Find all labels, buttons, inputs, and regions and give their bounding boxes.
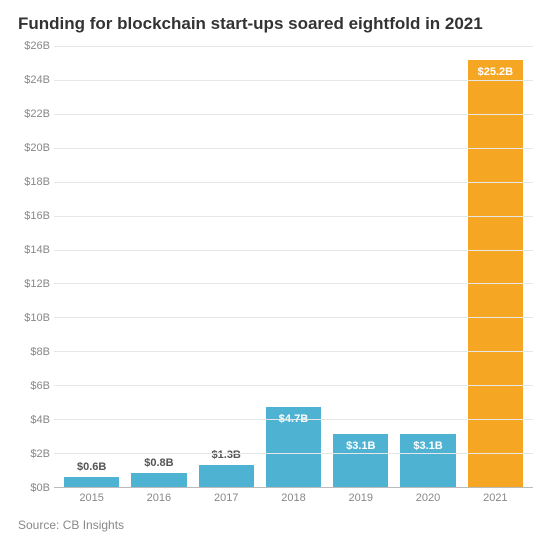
- bar-slot: $1.3B: [193, 46, 260, 487]
- y-axis: $0B$2B$4B$6B$8B$10B$12B$14B$16B$18B$20B$…: [18, 46, 54, 488]
- grid-line: [54, 453, 533, 454]
- grid-line: [54, 182, 533, 183]
- bar: $0.8B: [131, 473, 186, 487]
- x-tick-label: 2019: [327, 492, 394, 504]
- chart-title: Funding for blockchain start-ups soared …: [18, 14, 533, 34]
- bar: $1.3B: [199, 465, 254, 487]
- bar: $3.1B: [333, 434, 388, 487]
- grid-line: [54, 250, 533, 251]
- y-tick-label: $22B: [24, 108, 50, 120]
- bar-slot: $3.1B: [394, 46, 461, 487]
- grid-line: [54, 80, 533, 81]
- bar-value-label: $0.8B: [144, 457, 173, 469]
- y-tick-label: $20B: [24, 142, 50, 154]
- y-tick-label: $18B: [24, 176, 50, 188]
- grid-line: [54, 216, 533, 217]
- y-tick-label: $6B: [30, 380, 50, 392]
- grid-line: [54, 317, 533, 318]
- x-tick-label: 2017: [193, 492, 260, 504]
- bar: $25.2B: [468, 60, 523, 487]
- bar: $0.6B: [64, 477, 119, 487]
- y-tick-label: $12B: [24, 278, 50, 290]
- x-tick-label: 2020: [394, 492, 461, 504]
- grid-line: [54, 385, 533, 386]
- bar-value-label: $25.2B: [478, 66, 513, 78]
- x-axis: 2015201620172018201920202021: [18, 492, 533, 504]
- bar-slot: $3.1B: [327, 46, 394, 487]
- y-tick-label: $2B: [30, 448, 50, 460]
- x-tick-label: 2016: [125, 492, 192, 504]
- y-tick-label: $8B: [30, 346, 50, 358]
- bar-value-label: $0.6B: [77, 461, 106, 473]
- grid-line: [54, 283, 533, 284]
- bar-value-label: $3.1B: [413, 440, 442, 452]
- plot-area: $0.6B $0.8B $1.3B $4.7B $3.1B $3.1B $25.2B: [54, 46, 533, 488]
- bars-container: $0.6B $0.8B $1.3B $4.7B $3.1B $3.1B $25.2B: [54, 46, 533, 487]
- bar-slot: $25.2B: [462, 46, 529, 487]
- y-tick-label: $24B: [24, 74, 50, 86]
- y-tick-label: $16B: [24, 210, 50, 222]
- y-tick-label: $0B: [30, 482, 50, 494]
- grid-line: [54, 46, 533, 47]
- y-tick-label: $26B: [24, 40, 50, 52]
- bar-slot: $0.6B: [58, 46, 125, 487]
- x-tick-label: 2015: [58, 492, 125, 504]
- y-tick-label: $4B: [30, 414, 50, 426]
- grid-line: [54, 419, 533, 420]
- bar-value-label: $3.1B: [346, 440, 375, 452]
- y-tick-label: $14B: [24, 244, 50, 256]
- grid-line: [54, 114, 533, 115]
- source-text: Source: CB Insights: [18, 518, 533, 532]
- y-tick-label: $10B: [24, 312, 50, 324]
- x-tick-label: 2018: [260, 492, 327, 504]
- bar-slot: $4.7B: [260, 46, 327, 487]
- chart-area: $0B$2B$4B$6B$8B$10B$12B$14B$16B$18B$20B$…: [18, 46, 533, 488]
- bar-value-label: $1.3B: [212, 449, 241, 461]
- bar: $3.1B: [400, 434, 455, 487]
- x-tick-label: 2021: [462, 492, 529, 504]
- grid-line: [54, 148, 533, 149]
- grid-line: [54, 351, 533, 352]
- bar-slot: $0.8B: [125, 46, 192, 487]
